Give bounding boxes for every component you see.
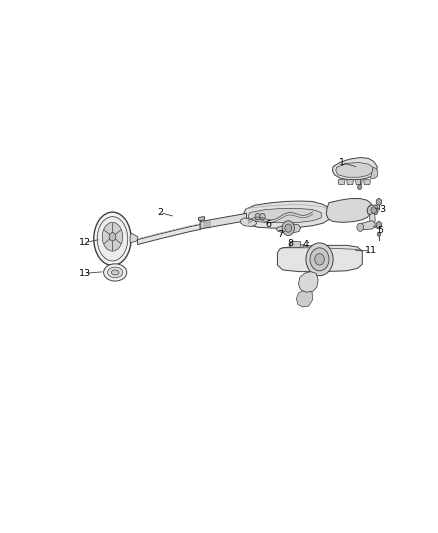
Ellipse shape bbox=[97, 216, 128, 261]
Circle shape bbox=[255, 213, 261, 220]
Polygon shape bbox=[326, 199, 372, 222]
Ellipse shape bbox=[94, 212, 131, 265]
Polygon shape bbox=[346, 180, 353, 184]
Circle shape bbox=[260, 213, 265, 220]
Circle shape bbox=[285, 224, 292, 232]
Circle shape bbox=[377, 232, 381, 236]
Text: 11: 11 bbox=[364, 246, 376, 255]
Text: 1: 1 bbox=[339, 158, 345, 167]
Circle shape bbox=[310, 248, 329, 271]
Polygon shape bbox=[338, 180, 345, 184]
Circle shape bbox=[371, 207, 377, 213]
Polygon shape bbox=[243, 201, 332, 228]
Polygon shape bbox=[360, 221, 375, 230]
Text: 4: 4 bbox=[303, 240, 309, 249]
Circle shape bbox=[315, 254, 324, 265]
Circle shape bbox=[357, 184, 362, 190]
Ellipse shape bbox=[102, 222, 123, 251]
Polygon shape bbox=[276, 224, 300, 233]
Polygon shape bbox=[248, 208, 321, 222]
Text: 3: 3 bbox=[379, 205, 385, 214]
Circle shape bbox=[282, 221, 294, 236]
Text: 6: 6 bbox=[265, 220, 272, 229]
Polygon shape bbox=[298, 272, 318, 292]
Circle shape bbox=[376, 199, 381, 205]
Polygon shape bbox=[370, 213, 375, 225]
Polygon shape bbox=[336, 163, 373, 177]
Text: 7: 7 bbox=[278, 230, 283, 239]
Circle shape bbox=[357, 223, 364, 231]
Text: 2: 2 bbox=[157, 208, 163, 217]
Polygon shape bbox=[241, 218, 257, 227]
Circle shape bbox=[376, 222, 381, 228]
Polygon shape bbox=[356, 180, 362, 184]
Polygon shape bbox=[198, 216, 205, 221]
Ellipse shape bbox=[108, 267, 123, 278]
Ellipse shape bbox=[111, 270, 119, 275]
Text: 5: 5 bbox=[378, 225, 384, 235]
Circle shape bbox=[306, 243, 333, 276]
Polygon shape bbox=[200, 213, 247, 229]
Polygon shape bbox=[277, 245, 362, 272]
Polygon shape bbox=[290, 241, 300, 247]
Polygon shape bbox=[332, 158, 377, 180]
Text: 12: 12 bbox=[79, 238, 91, 247]
Circle shape bbox=[109, 232, 116, 241]
Ellipse shape bbox=[104, 264, 127, 281]
Polygon shape bbox=[289, 244, 296, 247]
Text: 13: 13 bbox=[79, 269, 92, 278]
Polygon shape bbox=[130, 233, 138, 243]
Polygon shape bbox=[367, 205, 378, 215]
Text: 8: 8 bbox=[287, 239, 293, 248]
Polygon shape bbox=[296, 244, 303, 247]
Polygon shape bbox=[297, 290, 313, 307]
Polygon shape bbox=[371, 167, 378, 179]
Polygon shape bbox=[138, 224, 201, 245]
Polygon shape bbox=[364, 180, 371, 184]
